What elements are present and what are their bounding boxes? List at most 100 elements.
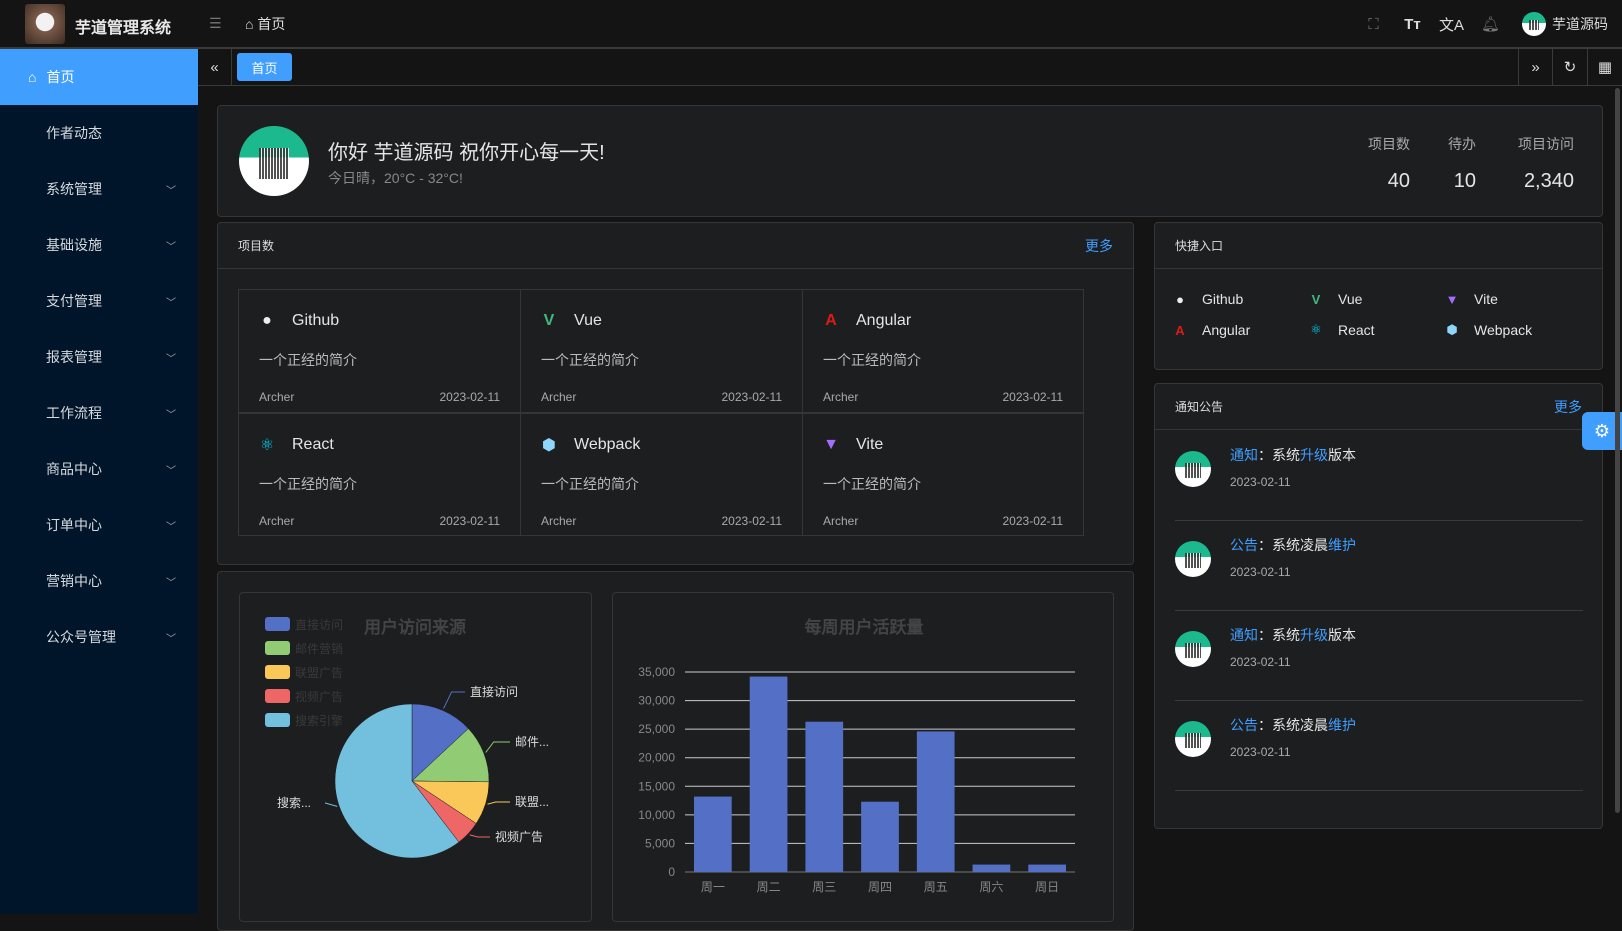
- y-tick-label: 10,000: [638, 808, 675, 822]
- project-card[interactable]: ▼ Vite 一个正经的简介 Archer 2023-02-11: [802, 413, 1084, 536]
- bar[interactable]: [916, 731, 955, 872]
- sidebar-item-6[interactable]: 工作流程 ﹀: [0, 385, 198, 441]
- bar-title: 每周用户活跃量: [805, 617, 924, 637]
- sidebar-item-4[interactable]: 支付管理 ﹀: [0, 273, 198, 329]
- menu-collapse-icon[interactable]: ☰: [209, 15, 222, 31]
- chevron-down-icon: ﹀: [166, 577, 176, 589]
- bar[interactable]: [1028, 864, 1066, 872]
- sidebar-item-1[interactable]: 作者动态: [0, 105, 198, 161]
- sidebar-item-2[interactable]: 系统管理 ﹀: [0, 161, 198, 217]
- pie-slice[interactable]: [411, 728, 490, 783]
- legend-swatch[interactable]: [265, 713, 290, 727]
- translate-icon[interactable]: 文A: [1438, 16, 1464, 34]
- shortcut-item[interactable]: A Angular: [1170, 320, 1250, 340]
- grid-menu-icon[interactable]: ▦: [1587, 49, 1622, 85]
- font-size-icon[interactable]: Tт: [1404, 15, 1421, 33]
- legend-label[interactable]: 邮件营销: [295, 642, 343, 656]
- project-date: 2023-02-11: [721, 514, 783, 528]
- project-name: Angular: [856, 312, 912, 329]
- sidebar-item-7[interactable]: 商品中心 ﹀: [0, 441, 198, 497]
- project-card[interactable]: ⬢ Webpack 一个正经的简介 Archer 2023-02-11: [520, 413, 803, 536]
- vite-icon: ▼: [1445, 291, 1459, 307]
- pie-label: 联盟...: [515, 795, 549, 809]
- shortcut-item[interactable]: ▼ Vite: [1442, 289, 1498, 309]
- notice-item[interactable]: 公告：系统凌晨维护 2023-02-11: [1175, 521, 1583, 611]
- project-card[interactable]: V Vue 一个正经的简介 Archer 2023-02-11: [520, 289, 803, 413]
- notice-title: 通知：系统升级版本: [1230, 447, 1356, 463]
- sidebar-item-9[interactable]: 营销中心 ﹀: [0, 553, 198, 609]
- github-icon: ●: [262, 312, 272, 329]
- notice-item[interactable]: 通知：系统升级版本 2023-02-11: [1175, 431, 1583, 521]
- tabs-scroll-left-icon[interactable]: «: [198, 49, 232, 85]
- bar[interactable]: [694, 796, 732, 872]
- vue-icon: V: [1311, 291, 1321, 307]
- stat-todo: 待办 10: [1448, 136, 1476, 192]
- legend-swatch[interactable]: [265, 665, 290, 679]
- legend-label[interactable]: 联盟广告: [295, 666, 343, 680]
- tab-home[interactable]: 首页: [237, 53, 292, 81]
- bell-icon[interactable]: 🔔︎: [1480, 16, 1501, 33]
- shortcut-item[interactable]: V Vue: [1306, 289, 1363, 309]
- bar[interactable]: [749, 676, 788, 872]
- user-menu[interactable]: 芋道源码: [1522, 12, 1608, 36]
- notice-item[interactable]: 通知：系统升级版本 2023-02-11: [1175, 611, 1583, 701]
- sidebar-item-3[interactable]: 基础设施 ﹀: [0, 217, 198, 273]
- x-tick-label: 周六: [979, 880, 1003, 894]
- legend-label[interactable]: 搜索引擎: [295, 713, 343, 728]
- sidebar-item-10[interactable]: 公众号管理 ﹀: [0, 609, 198, 665]
- project-name: Vue: [574, 312, 602, 329]
- sidebar-item-8[interactable]: 订单中心 ﹀: [0, 497, 198, 553]
- x-tick-label: 周四: [868, 880, 892, 894]
- bar[interactable]: [861, 801, 899, 872]
- shortcut-name: React: [1338, 322, 1375, 338]
- pie-label-line: [443, 691, 465, 709]
- chevron-down-icon: ﹀: [166, 241, 176, 253]
- legend-label[interactable]: 视频广告: [295, 689, 343, 704]
- bar[interactable]: [805, 721, 844, 872]
- sidebar-item-0[interactable]: ⌂ 首页: [0, 49, 198, 105]
- shortcuts-card: 快捷入口 ● Github V Vue ▼ Vite A Angular ⚛ React ⬢ Webp…: [1154, 222, 1603, 370]
- pie-label-line: [485, 741, 510, 753]
- project-name: Github: [292, 312, 340, 329]
- sidebar-item-5[interactable]: 报表管理 ﹀: [0, 329, 198, 385]
- project-name: Vite: [856, 436, 884, 453]
- pie-slice[interactable]: [334, 703, 460, 859]
- project-card[interactable]: A Angular 一个正经的简介 Archer 2023-02-11: [802, 289, 1084, 413]
- logo: [25, 4, 65, 44]
- shortcut-item[interactable]: ⚛ React: [1306, 320, 1375, 340]
- bar[interactable]: [972, 864, 1011, 872]
- react-icon: ⚛: [1310, 322, 1322, 337]
- refresh-icon[interactable]: ↻: [1552, 49, 1587, 85]
- legend-swatch[interactable]: [265, 689, 290, 703]
- shortcut-name: Webpack: [1474, 322, 1533, 338]
- tabs-scroll-right-icon[interactable]: »: [1518, 49, 1552, 85]
- scrollbar[interactable]: [1615, 88, 1620, 813]
- legend-label[interactable]: 直接访问: [295, 617, 343, 632]
- projects-more-link[interactable]: 更多: [1085, 237, 1113, 254]
- project-card[interactable]: ● Github 一个正经的简介 Archer 2023-02-11: [238, 289, 521, 413]
- y-tick-label: 5,000: [645, 836, 675, 850]
- pie-slice[interactable]: [411, 703, 469, 782]
- notice-item[interactable]: 公告：系统凌晨维护 2023-02-11: [1175, 701, 1583, 791]
- project-date: 2023-02-11: [1002, 514, 1064, 528]
- pie-label: 搜索...: [277, 795, 311, 810]
- shortcut-item[interactable]: ● Github: [1170, 289, 1243, 309]
- project-name: React: [292, 436, 334, 453]
- avatar: [1175, 541, 1211, 577]
- project-date: 2023-02-11: [1002, 390, 1064, 404]
- sidebar-item-label: 营销中心: [46, 573, 102, 589]
- shortcut-item[interactable]: ⬢ Webpack: [1442, 320, 1532, 340]
- angular-icon: A: [825, 312, 837, 329]
- notices-more-link[interactable]: 更多: [1554, 398, 1582, 415]
- legend-swatch[interactable]: [265, 617, 290, 631]
- sidebar-item-label: 工作流程: [46, 405, 102, 421]
- chevron-down-icon: ﹀: [166, 409, 176, 421]
- project-author: Archer: [541, 390, 577, 404]
- y-tick-label: 35,000: [638, 665, 675, 679]
- project-card[interactable]: ⚛ React 一个正经的简介 Archer 2023-02-11: [238, 413, 521, 536]
- y-tick-label: 30,000: [638, 694, 675, 708]
- fullscreen-icon[interactable]: ⛶: [1368, 15, 1379, 33]
- project-author: Archer: [823, 390, 859, 404]
- legend-swatch[interactable]: [265, 641, 290, 655]
- breadcrumb[interactable]: ⌂ 首页: [245, 14, 285, 34]
